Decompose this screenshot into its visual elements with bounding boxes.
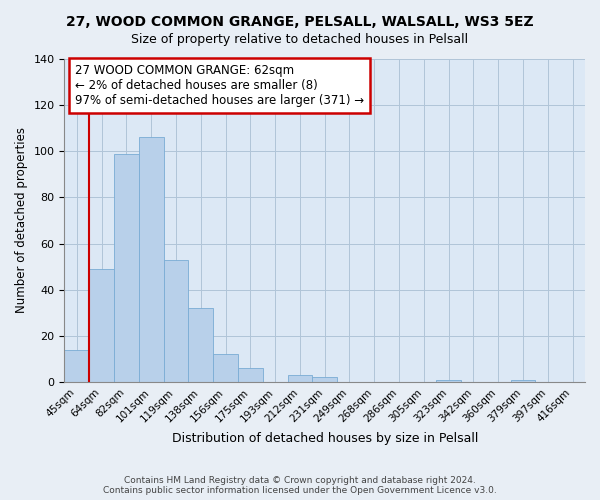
Bar (139, 138, 164, 382)
Bar (436, 380, 461, 382)
Bar (313, 378, 337, 382)
Bar (511, 380, 535, 382)
Bar (287, 375, 313, 382)
Bar (213, 354, 238, 382)
Title: 27, WOOD COMMON GRANGE, PELSALL, WALSALL, WS3 5EZ
Size of property relative to d: 27, WOOD COMMON GRANGE, PELSALL, WALSALL… (0, 499, 1, 500)
Text: 27, WOOD COMMON GRANGE, PELSALL, WALSALL, WS3 5EZ: 27, WOOD COMMON GRANGE, PELSALL, WALSALL… (66, 15, 534, 29)
Bar (164, 260, 188, 382)
Bar (64, 350, 89, 382)
Text: Contains HM Land Registry data © Crown copyright and database right 2024.
Contai: Contains HM Land Registry data © Crown c… (103, 476, 497, 495)
Bar (188, 308, 213, 382)
Bar (114, 154, 139, 382)
X-axis label: Distribution of detached houses by size in Pelsall: Distribution of detached houses by size … (172, 432, 478, 445)
Text: 27 WOOD COMMON GRANGE: 62sqm
← 2% of detached houses are smaller (8)
97% of semi: 27 WOOD COMMON GRANGE: 62sqm ← 2% of det… (75, 64, 364, 107)
Bar (89, 269, 114, 382)
Y-axis label: Number of detached properties: Number of detached properties (15, 128, 28, 314)
Bar (238, 368, 263, 382)
Text: Size of property relative to detached houses in Pelsall: Size of property relative to detached ho… (131, 32, 469, 46)
